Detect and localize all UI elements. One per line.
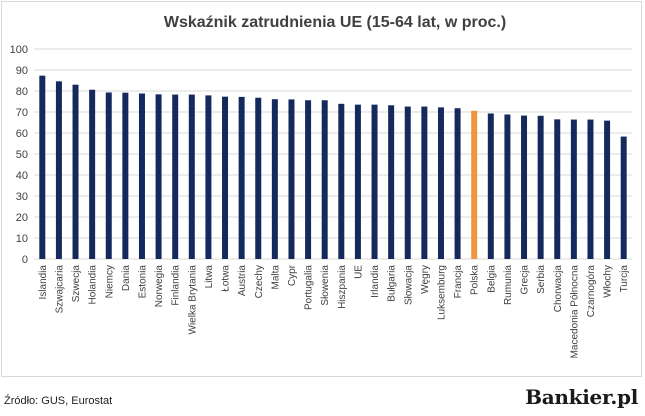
bar <box>554 119 561 259</box>
x-tick-label: Portugalia <box>304 265 315 310</box>
y-tick-label: 20 <box>16 212 28 224</box>
x-tick-label: Islandia <box>38 265 49 300</box>
bar <box>570 119 577 259</box>
bar <box>39 75 46 259</box>
x-tick-label: Serbia <box>536 265 547 294</box>
y-tick-label: 60 <box>16 128 28 140</box>
bar <box>421 106 428 259</box>
x-tick-label: Luksemburg <box>436 265 447 320</box>
x-tick-label: Słowenia <box>320 265 331 306</box>
bar <box>587 119 594 259</box>
x-tick-label: Grecja <box>520 265 531 295</box>
x-tick-label: Turcja <box>619 265 630 293</box>
y-tick-label: 30 <box>16 191 28 203</box>
y-tick-label: 90 <box>16 65 28 77</box>
bar-chart: Wskaźnik zatrudnienia UE (15-64 lat, w p… <box>10 14 632 359</box>
bar <box>537 115 544 259</box>
bar <box>620 136 627 259</box>
bar <box>271 99 278 259</box>
x-tick-label: Austria <box>237 265 248 297</box>
y-tick-label: 80 <box>16 86 28 98</box>
x-tick-label: UE <box>353 265 364 279</box>
x-tick-label: Wielka Brytania <box>187 265 198 335</box>
y-tick-label: 100 <box>10 44 28 56</box>
x-tick-label: Belgia <box>486 265 497 293</box>
x-tick-label: Rumunia <box>503 265 514 305</box>
bar <box>255 97 262 259</box>
bar <box>388 105 395 259</box>
bar <box>454 108 461 259</box>
bar <box>437 107 444 259</box>
y-tick-label: 50 <box>16 149 28 161</box>
source-note: Źródło: GUS, Eurostat <box>4 395 113 407</box>
x-tick-label: Czarnogóra <box>586 265 597 318</box>
bar <box>105 92 112 259</box>
x-tick-label: Chorwacja <box>553 265 564 313</box>
bar <box>205 95 212 259</box>
x-tick-label: Polska <box>470 265 481 295</box>
bar <box>138 93 145 260</box>
x-tick-label: Włochy <box>603 265 614 298</box>
chart-title: Wskaźnik zatrudnienia UE (15-64 lat, w p… <box>164 14 506 31</box>
brand-logo: Bankier.pl <box>525 385 638 409</box>
bar <box>521 115 528 259</box>
x-tick-label: Macedonia Północna <box>569 265 580 359</box>
x-tick-label: Dania <box>121 265 132 292</box>
x-tick-label: Szwecja <box>71 265 82 303</box>
x-tick-label: Holandia <box>88 265 99 305</box>
x-tick-label: Słowacja <box>403 265 414 305</box>
bar <box>404 106 411 259</box>
bar <box>504 114 511 260</box>
x-tick-label: Finlandia <box>171 265 182 306</box>
bar <box>55 81 62 259</box>
bar-highlight <box>471 110 478 260</box>
bar <box>371 104 378 260</box>
x-tick-label: Hiszpania <box>337 265 348 309</box>
x-tick-label: Irlandia <box>370 265 381 298</box>
x-tick-label: Szwajcaria <box>54 265 65 314</box>
bar <box>288 99 295 260</box>
y-tick-label: 10 <box>16 233 28 245</box>
bar <box>172 94 179 259</box>
bar <box>487 113 494 259</box>
bar <box>354 104 361 260</box>
bar <box>122 92 129 260</box>
y-tick-label: 70 <box>16 107 28 119</box>
y-tick-label: 40 <box>16 170 28 182</box>
bar <box>338 103 345 259</box>
x-tick-label: Czechy <box>254 265 265 298</box>
bar <box>238 96 245 259</box>
x-tick-label: Malta <box>270 265 281 290</box>
x-tick-label: Francja <box>453 265 464 299</box>
bar <box>72 84 79 259</box>
x-tick-label: Niemcy <box>104 265 115 298</box>
bar <box>89 89 96 260</box>
bar <box>155 94 162 259</box>
bar <box>188 94 195 259</box>
x-tick-label: Węgry <box>420 265 431 294</box>
y-tick-label: 0 <box>22 254 28 266</box>
bar <box>321 100 328 260</box>
chart-frame <box>1 1 642 377</box>
x-tick-label: Łotwa <box>221 265 232 292</box>
x-tick-label: Litwa <box>204 265 215 289</box>
bar <box>305 100 312 260</box>
x-tick-label: Norwegia <box>154 265 165 308</box>
x-tick-label: Bułgaria <box>387 265 398 302</box>
x-tick-label: Estonia <box>137 265 148 299</box>
bar <box>222 96 229 259</box>
bar <box>604 120 611 259</box>
x-tick-label: Cypr <box>287 264 298 286</box>
